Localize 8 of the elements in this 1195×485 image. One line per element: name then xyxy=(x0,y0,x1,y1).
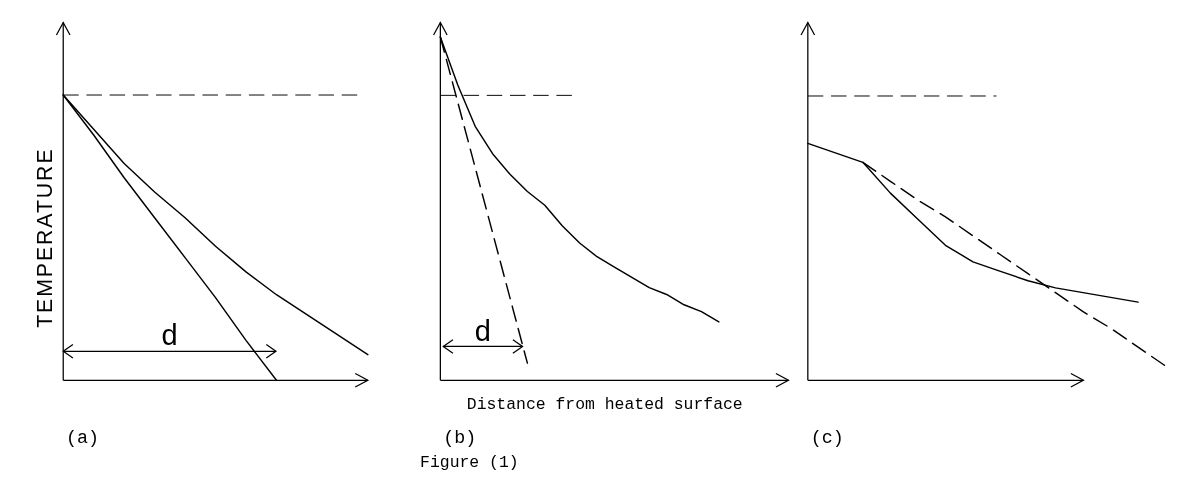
text: (c) xyxy=(810,428,844,450)
text: (b) xyxy=(443,428,477,450)
text: (a) xyxy=(66,428,100,450)
annotation: d xyxy=(161,319,178,352)
y-axis-title: TEMPERATURE xyxy=(32,147,57,328)
x-axis-title: Distance from heated surface xyxy=(466,395,743,415)
annotation: d xyxy=(474,314,491,347)
text: Figure (1) xyxy=(420,453,519,473)
